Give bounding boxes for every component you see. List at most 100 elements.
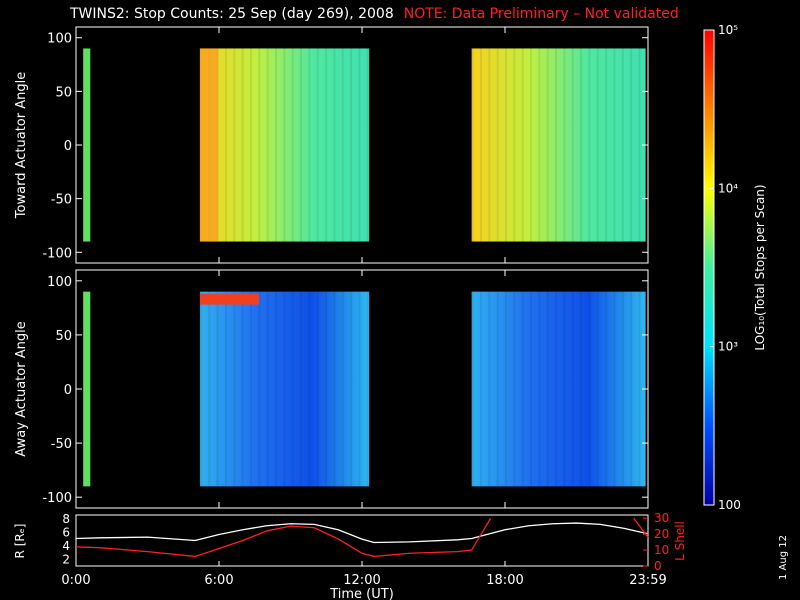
heatmap-stripe	[621, 291, 624, 487]
heatmap-stripe	[505, 48, 507, 242]
left-axis-label: R [Rₑ]	[13, 524, 27, 559]
heatmap-stripe	[538, 48, 541, 242]
heatmap-stripe	[258, 291, 261, 487]
heatmap-stripe	[358, 291, 361, 487]
heatmap-stripe	[316, 291, 319, 487]
heatmap-stripe	[266, 48, 269, 242]
heatmap-stripe	[580, 48, 583, 242]
heatmap-stripe	[571, 291, 574, 487]
heatmap-block	[199, 291, 370, 487]
heatmap-stripe	[580, 291, 583, 487]
heatmap-stripe	[350, 291, 353, 487]
colorbar	[703, 29, 715, 506]
heatmap-stripe	[291, 291, 294, 487]
ytick-label: -100	[42, 491, 72, 506]
heatmap-stripe	[513, 291, 516, 487]
heatmap-stripe	[233, 291, 236, 487]
heatmap-stripe	[233, 48, 236, 242]
right-axis-label: L Shell	[673, 521, 687, 561]
heatmap-stripe	[521, 291, 524, 487]
heatmap-stripe	[341, 291, 344, 487]
heatmap-stripe	[275, 291, 278, 487]
heatmap-stripe	[366, 48, 369, 242]
heatmap-stripe	[471, 48, 474, 242]
heatmap-stripe	[216, 291, 219, 487]
heatmap-stripe	[563, 48, 566, 242]
heatmap-stripe	[366, 291, 369, 487]
heatmap-stripe	[613, 291, 616, 487]
heatmap-stripe	[258, 48, 261, 242]
heatmap-block	[471, 48, 646, 242]
heatmap-stripe	[546, 291, 549, 487]
xtick-label: 23:59	[629, 573, 666, 588]
heatmap-stripe	[530, 48, 533, 242]
colorbar-tick-label: 10⁴	[718, 181, 738, 195]
right-ytick-label: 10	[654, 543, 669, 557]
heatmap-block	[199, 48, 370, 242]
heatmap-stripe	[224, 291, 227, 487]
heatmap-stripe	[325, 291, 328, 487]
orbit-panel-frame	[75, 514, 649, 567]
left-ytick-label: 4	[62, 539, 70, 553]
heatmap-stripe	[241, 48, 244, 242]
heatmap-stripe	[555, 48, 558, 242]
heatmap-stripe	[283, 291, 286, 487]
ytick-label: 50	[55, 329, 72, 344]
ytick-label: 100	[47, 275, 72, 290]
heatmap-stripe	[596, 48, 599, 242]
heatmap-stripe	[291, 48, 294, 242]
heatmap-stripe	[605, 291, 608, 487]
xtick-label: 12:00	[343, 573, 380, 588]
ytick-label: -50	[51, 437, 72, 452]
chart-title: TWINS2: Stop Counts: 25 Sep (day 269), 2…	[70, 6, 679, 22]
right-ytick-label: 30	[654, 511, 669, 525]
heatmap-stripe	[241, 291, 244, 487]
heatmap-stripe	[555, 291, 558, 487]
heatmap-stripe	[471, 291, 474, 487]
hot-band	[199, 293, 260, 305]
heatmap-stripe	[496, 291, 499, 487]
xtick-label: 0:00	[61, 573, 90, 588]
left-ytick-label: 6	[62, 525, 70, 539]
heatmap-block	[471, 291, 646, 487]
heatmap-stripe	[546, 48, 549, 242]
right-ytick-label: 20	[654, 527, 669, 541]
left-ytick-label: 2	[62, 552, 70, 566]
heatmap-stripe	[638, 48, 641, 242]
heatmap-stripe	[621, 48, 624, 242]
heatmap-stripe	[605, 48, 608, 242]
heatmap-stripe	[530, 291, 533, 487]
r-line	[75, 522, 649, 544]
heatmap-stripe	[488, 48, 491, 242]
heatmap-stripe	[300, 291, 303, 487]
preliminary-note: NOTE: Data Preliminary – Not validated	[403, 6, 679, 22]
ytick-label: -100	[42, 246, 72, 261]
ytick-label: -50	[51, 193, 72, 208]
heatmap-stripe	[596, 291, 599, 487]
heatmap-stripe	[308, 291, 311, 487]
heatmap-stripe	[638, 291, 641, 487]
heatmap-stripe	[283, 48, 286, 242]
heatmap-stripe	[496, 48, 499, 242]
heatmap-stripe	[300, 48, 303, 242]
left-ytick-label: 8	[62, 512, 70, 526]
title-text: TWINS2: Stop Counts: 25 Sep (day 269), 2…	[70, 6, 394, 22]
heatmap-stripe	[630, 48, 633, 242]
colorbar-tick-label: 10⁵	[718, 23, 738, 37]
heatmap-block	[83, 48, 91, 242]
heatmap-stripe	[350, 48, 353, 242]
heatmap-stripe	[325, 48, 328, 242]
ytick-label: 0	[64, 383, 72, 398]
heatmap-stripe	[358, 48, 361, 242]
heatmap-stripe	[249, 291, 252, 487]
heatmap-stripe	[513, 48, 516, 242]
heatmap-stripe	[521, 48, 524, 242]
heatmap-stripe	[479, 48, 482, 242]
hot-edge	[199, 48, 218, 242]
heatmap-stripe	[588, 48, 591, 242]
heatmap-stripe	[224, 48, 227, 242]
heatmap-stripe	[630, 291, 633, 487]
colorbar-label: LOG₁₀(Total Stops per Scan)	[753, 184, 767, 350]
colorbar-tick-label: 10³	[718, 340, 738, 354]
